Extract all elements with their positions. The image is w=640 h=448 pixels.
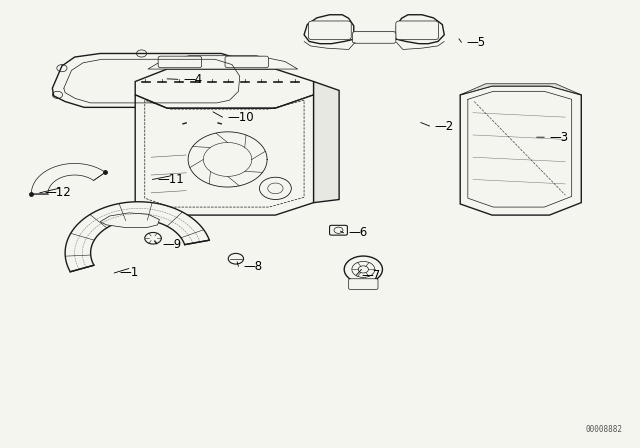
Polygon shape	[135, 95, 314, 215]
Polygon shape	[148, 56, 298, 69]
Polygon shape	[52, 53, 250, 108]
Text: —7: —7	[362, 269, 381, 282]
Polygon shape	[460, 86, 581, 215]
Text: —1: —1	[119, 267, 138, 280]
FancyBboxPatch shape	[330, 225, 348, 235]
Text: —11: —11	[157, 173, 184, 186]
Text: —2: —2	[435, 120, 454, 133]
FancyBboxPatch shape	[349, 279, 378, 289]
Polygon shape	[65, 202, 209, 272]
Text: —8: —8	[244, 260, 262, 273]
Text: —6: —6	[349, 226, 368, 239]
Polygon shape	[100, 213, 159, 228]
Polygon shape	[135, 69, 314, 108]
Polygon shape	[314, 82, 339, 202]
Text: —5: —5	[467, 36, 486, 49]
Text: —10: —10	[228, 111, 254, 124]
Polygon shape	[460, 84, 581, 95]
Polygon shape	[31, 164, 106, 194]
Text: —12: —12	[45, 186, 72, 199]
Text: —3: —3	[549, 131, 568, 144]
Text: —4: —4	[183, 73, 202, 86]
FancyBboxPatch shape	[158, 56, 202, 68]
Text: 00008882: 00008882	[586, 425, 623, 434]
FancyBboxPatch shape	[308, 21, 351, 40]
Polygon shape	[304, 15, 444, 44]
FancyBboxPatch shape	[353, 32, 396, 43]
FancyBboxPatch shape	[225, 56, 268, 68]
Text: —9: —9	[162, 237, 181, 250]
FancyBboxPatch shape	[396, 21, 438, 40]
